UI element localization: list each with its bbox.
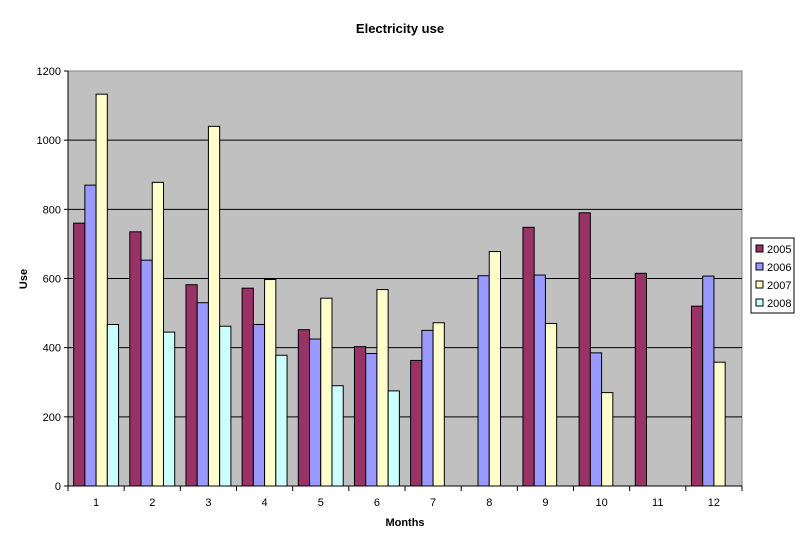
x-axis-label: Months — [385, 517, 424, 529]
legend: 2005 2006 2007 2008 — [750, 237, 795, 314]
bar-2008-month-6 — [387, 390, 400, 487]
bar-2006-month-7 — [421, 329, 434, 487]
y-tick-label: 600 — [43, 274, 61, 286]
bar-2008-month-1 — [106, 323, 120, 487]
x-tick-label: 1 — [93, 497, 99, 509]
legend-label-2008: 2008 — [767, 298, 791, 310]
bar-2005-month-3 — [185, 284, 198, 487]
x-tick-label: 4 — [262, 497, 268, 509]
bar-2005-month-11 — [634, 272, 648, 487]
legend-swatch-2005 — [755, 244, 764, 253]
x-tick-label: 3 — [205, 497, 211, 509]
bar-2007-month-8 — [488, 251, 501, 487]
gridlines — [68, 139, 742, 418]
y-tick-label: 400 — [43, 343, 61, 355]
bar-2005-month-5 — [297, 329, 311, 487]
legend-label-2005: 2005 — [767, 244, 791, 256]
x-tick-label: 6 — [374, 497, 380, 509]
bar-2006-month-1 — [84, 184, 97, 487]
bar-2008-month-4 — [275, 354, 288, 487]
legend-swatch-2006 — [755, 262, 764, 271]
bar-2005-month-7 — [410, 359, 423, 487]
y-tick-label: 1000 — [37, 135, 61, 147]
chart-title: Electricity use — [356, 21, 444, 36]
bar-2007-month-9 — [544, 322, 558, 487]
bar-2005-month-12 — [690, 305, 704, 487]
y-axis-label: Use — [18, 269, 30, 289]
bar-2006-month-9 — [533, 274, 546, 487]
bar-2006-month-8 — [477, 275, 490, 487]
bar-2005-month-6 — [353, 346, 367, 487]
x-tick-label: 2 — [149, 497, 155, 509]
y-tick-label: 1200 — [37, 66, 61, 78]
bar-2005-month-1 — [73, 222, 86, 487]
x-tick-label: 7 — [430, 497, 436, 509]
y-tick-label: 200 — [43, 412, 61, 424]
x-tick-label: 5 — [318, 497, 324, 509]
bar-2007-month-5 — [320, 297, 333, 487]
bar-2008-month-3 — [219, 325, 232, 487]
bar-2006-month-12 — [702, 275, 715, 487]
bar-2008-month-5 — [331, 385, 344, 487]
bar-2007-month-1 — [95, 93, 108, 487]
bar-2008-month-2 — [162, 331, 176, 487]
x-tick-label: 11 — [652, 497, 663, 509]
legend-swatch-2008 — [755, 298, 764, 307]
y-tick-label: 0 — [55, 481, 61, 493]
bar-2005-month-2 — [129, 231, 142, 487]
bar-2007-month-12 — [713, 361, 726, 487]
x-tick-label: 10 — [595, 497, 607, 509]
legend-swatch-2007 — [755, 280, 764, 289]
bar-2006-month-4 — [252, 323, 266, 487]
legend-label-2007: 2007 — [767, 280, 791, 292]
x-tick-label: 12 — [708, 497, 720, 509]
bar-2005-month-4 — [241, 287, 254, 487]
bar-2007-month-4 — [264, 279, 277, 487]
y-tick-label: 800 — [43, 204, 61, 216]
bar-2005-month-10 — [578, 212, 591, 487]
x-tick-label: 8 — [486, 497, 492, 509]
bar-2007-month-10 — [601, 392, 614, 487]
bar-2007-month-2 — [151, 181, 164, 487]
bar-2006-month-2 — [140, 259, 153, 487]
bar-2007-month-7 — [432, 322, 445, 487]
legend-label-2006: 2006 — [767, 262, 791, 274]
bar-2006-month-3 — [196, 302, 209, 487]
bar-2005-month-9 — [522, 226, 535, 487]
bar-2006-month-5 — [309, 338, 322, 487]
bar-2006-month-10 — [589, 352, 603, 487]
x-tick-label: 9 — [542, 497, 548, 509]
bar-2007-month-3 — [207, 125, 221, 487]
bar-2007-month-6 — [376, 289, 389, 487]
bar-2006-month-6 — [365, 353, 378, 487]
